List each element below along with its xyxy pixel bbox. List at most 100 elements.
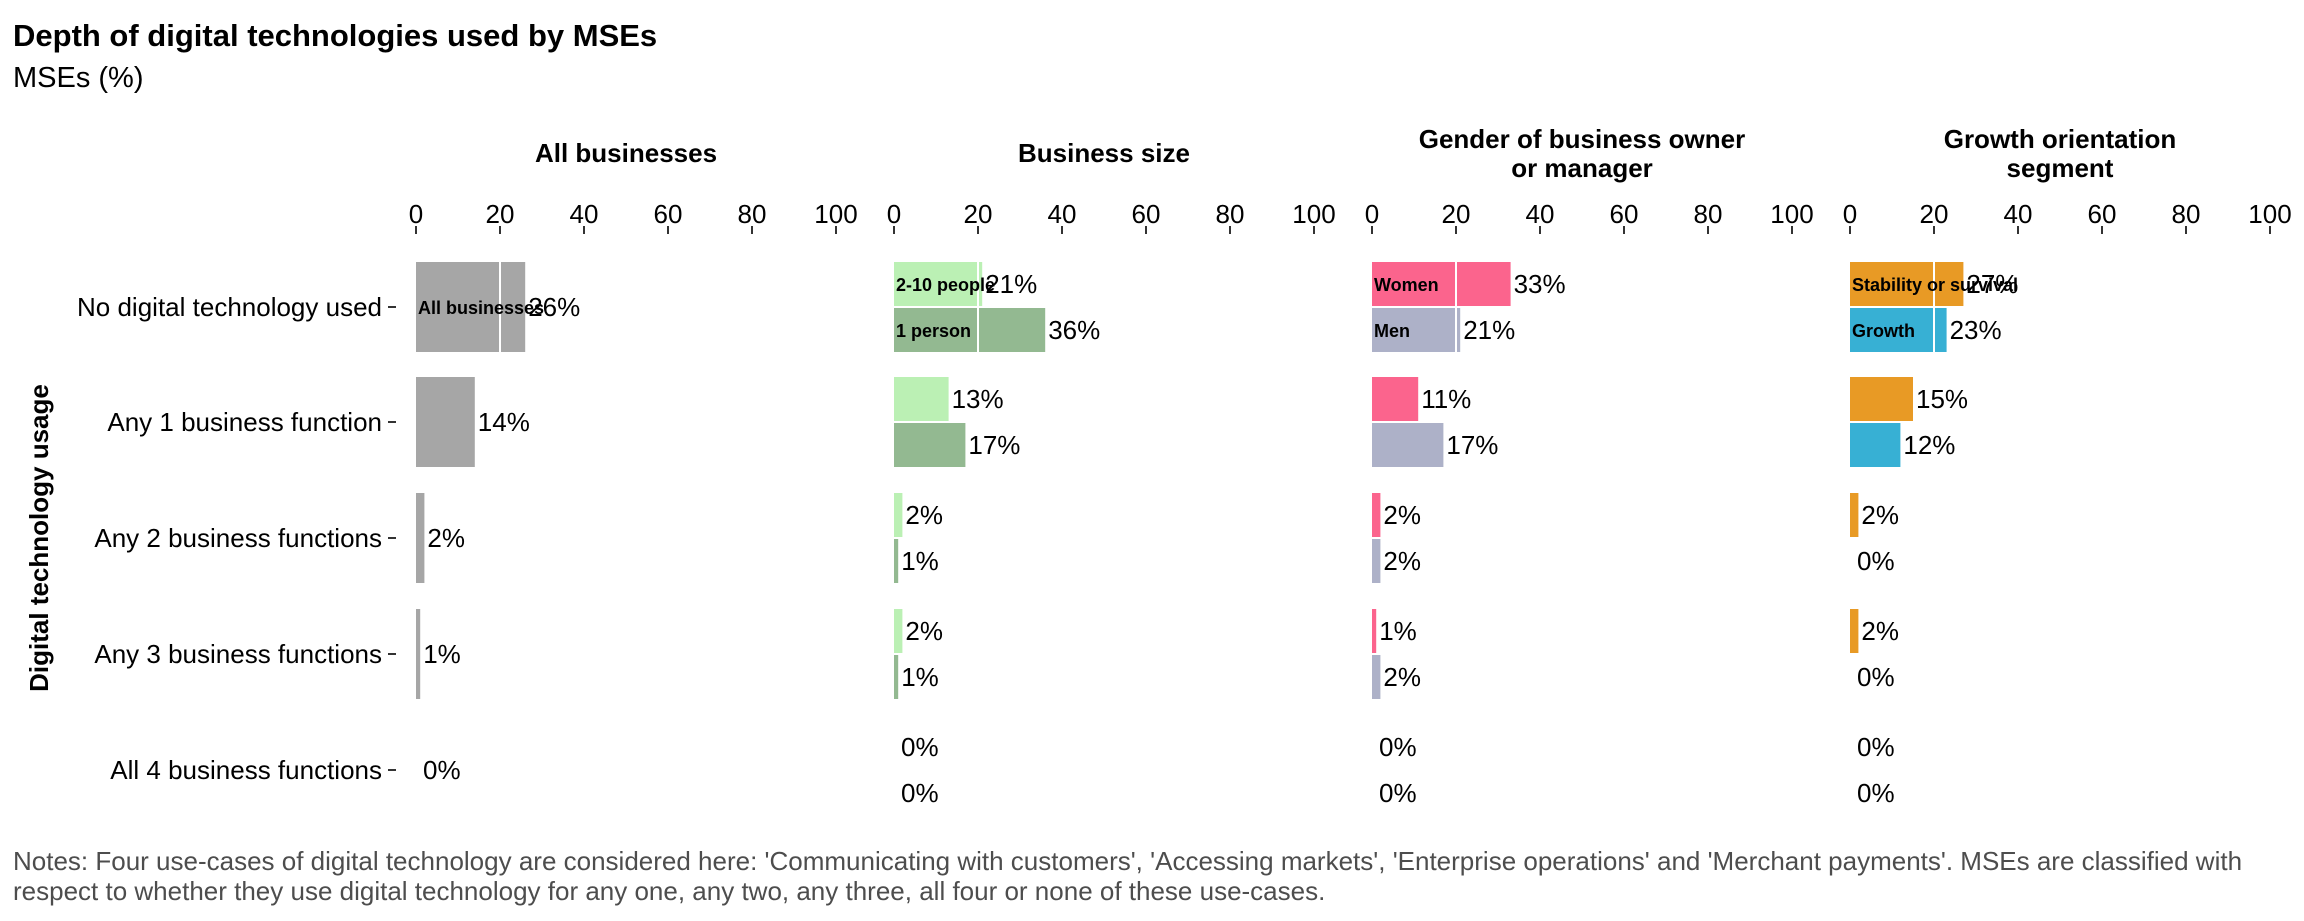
category-label: All 4 business functions <box>110 755 382 785</box>
data-label: 1% <box>901 546 939 576</box>
bar <box>894 609 903 653</box>
bar <box>416 377 475 467</box>
x-tick-label: 0 <box>409 199 423 229</box>
x-tick-label: 40 <box>1526 199 1555 229</box>
data-label: 0% <box>901 732 939 762</box>
x-tick-label: 100 <box>1292 199 1335 229</box>
series-label: 1 person <box>896 321 971 341</box>
y-axis-title: Digital technology usage <box>24 384 54 692</box>
category-label: Any 2 business functions <box>94 523 382 553</box>
data-label: 0% <box>901 778 939 808</box>
data-label: 1% <box>423 639 461 669</box>
bar <box>416 262 526 352</box>
x-tick-label: 80 <box>1694 199 1723 229</box>
x-tick-label: 80 <box>738 199 767 229</box>
x-tick-label: 40 <box>1048 199 1077 229</box>
x-tick-label: 40 <box>570 199 599 229</box>
data-label: 27% <box>1966 269 2018 299</box>
x-tick-label: 0 <box>1843 199 1857 229</box>
panel-title: Growth orientation segment <box>1944 124 2177 183</box>
bar <box>1850 609 1859 653</box>
series-label: 2-10 people <box>896 275 995 295</box>
category-label: Any 3 business functions <box>94 639 382 669</box>
data-label: 0% <box>1857 732 1895 762</box>
x-tick-label: 100 <box>814 199 857 229</box>
bar <box>894 493 903 537</box>
bar <box>1372 377 1419 421</box>
panel-title: Gender of business owner or manager <box>1419 124 1746 183</box>
data-label: 12% <box>1903 430 1955 460</box>
x-tick-label: 100 <box>2248 199 2291 229</box>
data-label: 11% <box>1421 384 1471 414</box>
bar <box>1372 609 1377 653</box>
bar <box>1850 493 1859 537</box>
x-tick-label: 60 <box>1610 199 1639 229</box>
data-label: 0% <box>1857 662 1895 692</box>
data-label: 14% <box>478 407 530 437</box>
bar <box>1372 539 1381 583</box>
data-label: 21% <box>1463 315 1515 345</box>
data-label: 36% <box>1048 315 1100 345</box>
x-tick-label: 20 <box>964 199 993 229</box>
data-label: 0% <box>1857 778 1895 808</box>
bar <box>1372 308 1461 352</box>
bar <box>894 308 1046 352</box>
x-tick-label: 60 <box>1132 199 1161 229</box>
data-label: 1% <box>901 662 939 692</box>
chart-subtitle: MSEs (%) <box>13 62 144 94</box>
panel-title: Business size <box>1018 138 1190 168</box>
data-label: 0% <box>1857 546 1895 576</box>
x-tick-label: 60 <box>2088 199 2117 229</box>
data-label: 2% <box>1383 500 1421 530</box>
x-tick-label: 40 <box>2004 199 2033 229</box>
series-label: Women <box>1374 275 1439 295</box>
bar <box>1850 262 1964 306</box>
data-label: 2% <box>905 500 943 530</box>
bar <box>1850 423 1901 467</box>
data-label: 2% <box>1383 662 1421 692</box>
data-label: 2% <box>905 616 943 646</box>
bar <box>1850 377 1913 421</box>
series-label: Growth <box>1852 321 1915 341</box>
chart-title: Depth of digital technologies used by MS… <box>13 18 658 53</box>
x-tick-label: 80 <box>2172 199 2201 229</box>
data-label: 33% <box>1514 269 1566 299</box>
data-label: 0% <box>1379 732 1417 762</box>
x-tick-label: 60 <box>654 199 683 229</box>
x-tick-label: 0 <box>1365 199 1379 229</box>
bar <box>894 423 966 467</box>
data-label: 2% <box>427 523 465 553</box>
x-tick-label: 20 <box>1920 199 1949 229</box>
series-label: Stability or survival <box>1852 275 2018 295</box>
data-label: 2% <box>1383 546 1421 576</box>
category-label: No digital technology used <box>77 292 382 322</box>
panel-title: All businesses <box>535 138 717 168</box>
bar <box>416 609 421 699</box>
data-label: 15% <box>1916 384 1968 414</box>
bar <box>894 262 983 306</box>
x-tick-label: 80 <box>1216 199 1245 229</box>
bar <box>894 539 899 583</box>
x-tick-label: 100 <box>1770 199 1813 229</box>
data-label: 2% <box>1861 500 1899 530</box>
data-label: 17% <box>968 430 1020 460</box>
data-label: 21% <box>985 269 1037 299</box>
data-label: 1% <box>1379 616 1417 646</box>
x-tick-label: 20 <box>1442 199 1471 229</box>
bar <box>416 493 425 583</box>
bar <box>1372 493 1381 537</box>
bar <box>894 377 949 421</box>
data-label: 0% <box>1379 778 1417 808</box>
series-label: Men <box>1374 321 1410 341</box>
data-label: 26% <box>528 292 580 322</box>
x-tick-label: 20 <box>486 199 515 229</box>
bar <box>1372 655 1381 699</box>
bar <box>1372 423 1444 467</box>
bar <box>894 655 899 699</box>
data-label: 0% <box>423 755 461 785</box>
data-label: 17% <box>1446 430 1498 460</box>
bar <box>1850 308 1947 352</box>
bar <box>1372 262 1511 306</box>
x-tick-label: 0 <box>887 199 901 229</box>
